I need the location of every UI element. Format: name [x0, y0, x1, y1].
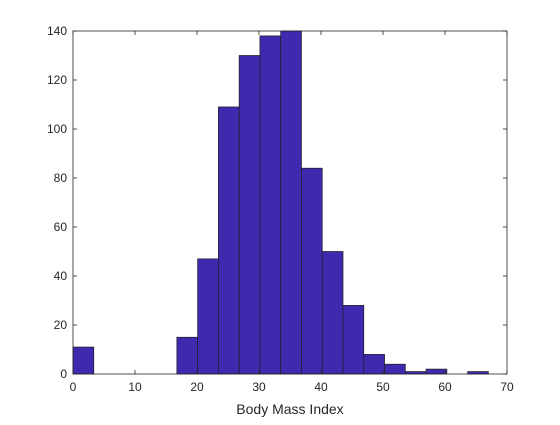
x-tick-label: 10	[128, 380, 142, 394]
x-tick-label: 40	[314, 380, 328, 394]
x-tick-label: 50	[376, 380, 390, 394]
x-axis-label: Body Mass Index	[236, 401, 343, 417]
x-tick-label: 20	[190, 380, 204, 394]
y-tick-label: 60	[54, 220, 68, 234]
histogram-bar	[280, 30, 302, 375]
axis-tick-labels: 0 10 20 30 40 50 60 70 0 20 40 60 80 100 120 140	[47, 24, 514, 394]
histogram-bar	[301, 167, 323, 375]
y-tick-label: 140	[47, 24, 67, 38]
x-tick-label: 30	[252, 380, 266, 394]
histogram-bars	[72, 30, 489, 375]
histogram-bar	[218, 106, 240, 375]
y-tick-label: 40	[54, 269, 68, 283]
histogram-bar	[197, 258, 219, 375]
histogram-bar	[72, 346, 95, 375]
histogram-bar	[321, 251, 344, 375]
y-tick-label: 20	[54, 318, 68, 332]
y-tick-label: 80	[54, 171, 68, 185]
y-tick-label: 0	[60, 367, 67, 381]
histogram-bar	[342, 305, 365, 375]
x-tick-label: 60	[438, 380, 452, 394]
histogram-bar	[176, 336, 198, 375]
histogram-bar	[384, 363, 406, 375]
histogram-bar	[363, 354, 385, 375]
x-tick-label: 0	[70, 380, 77, 394]
histogram-bar	[238, 55, 261, 375]
y-tick-label: 100	[47, 122, 67, 136]
histogram-bar	[425, 368, 448, 375]
y-tick-label: 120	[47, 73, 67, 87]
x-tick-label: 70	[500, 380, 514, 394]
axes-box	[72, 30, 508, 375]
histogram-bar	[259, 35, 282, 375]
